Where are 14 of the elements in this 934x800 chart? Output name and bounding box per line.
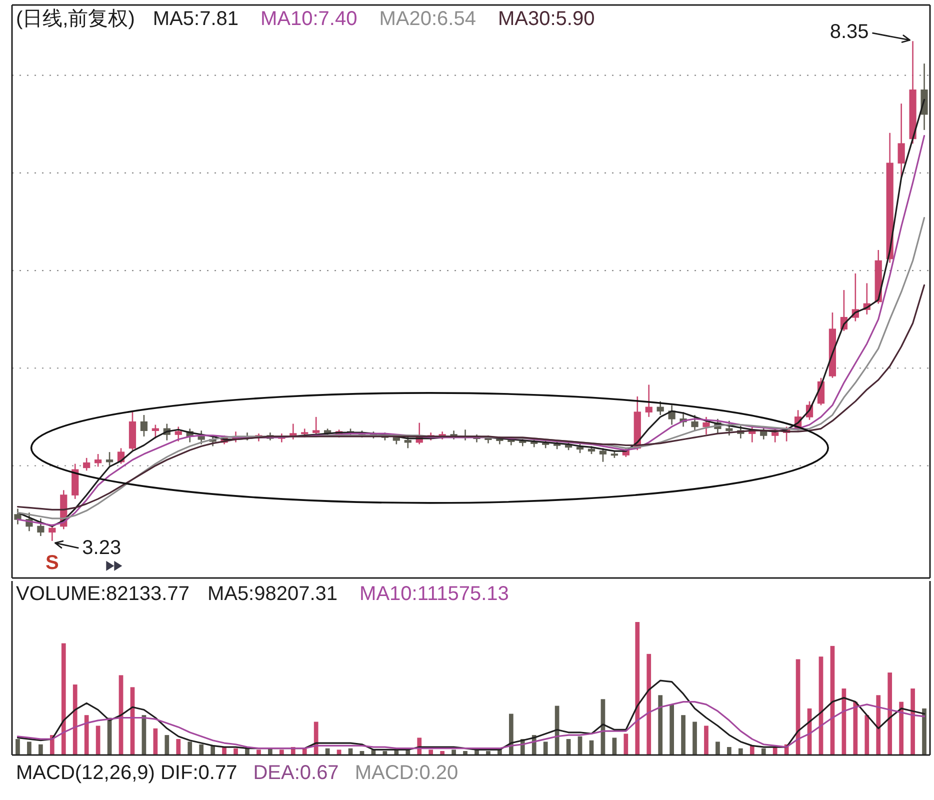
series-name: MA10:7.40 bbox=[260, 8, 358, 30]
series-name: MA10:111575.13 bbox=[360, 583, 509, 605]
series-name: MA30:5.90 bbox=[498, 8, 595, 30]
title: VOLUME:82133.77 bbox=[16, 583, 190, 605]
title: (日线,前复权) bbox=[16, 8, 135, 30]
annotation: MACD(12,26,9) DIF:0.77 bbox=[16, 762, 238, 784]
series-name: MA20:6.54 bbox=[379, 8, 476, 30]
note: 3.23 bbox=[82, 536, 122, 559]
series-name: MA5:98207.31 bbox=[207, 583, 338, 605]
series-name: MA5:7.81 bbox=[152, 8, 238, 30]
annotation: MACD:0.20 bbox=[354, 762, 458, 784]
note: S bbox=[46, 552, 59, 574]
annotation: DEA:0.67 bbox=[253, 762, 339, 784]
note: 8.35 bbox=[830, 21, 869, 44]
